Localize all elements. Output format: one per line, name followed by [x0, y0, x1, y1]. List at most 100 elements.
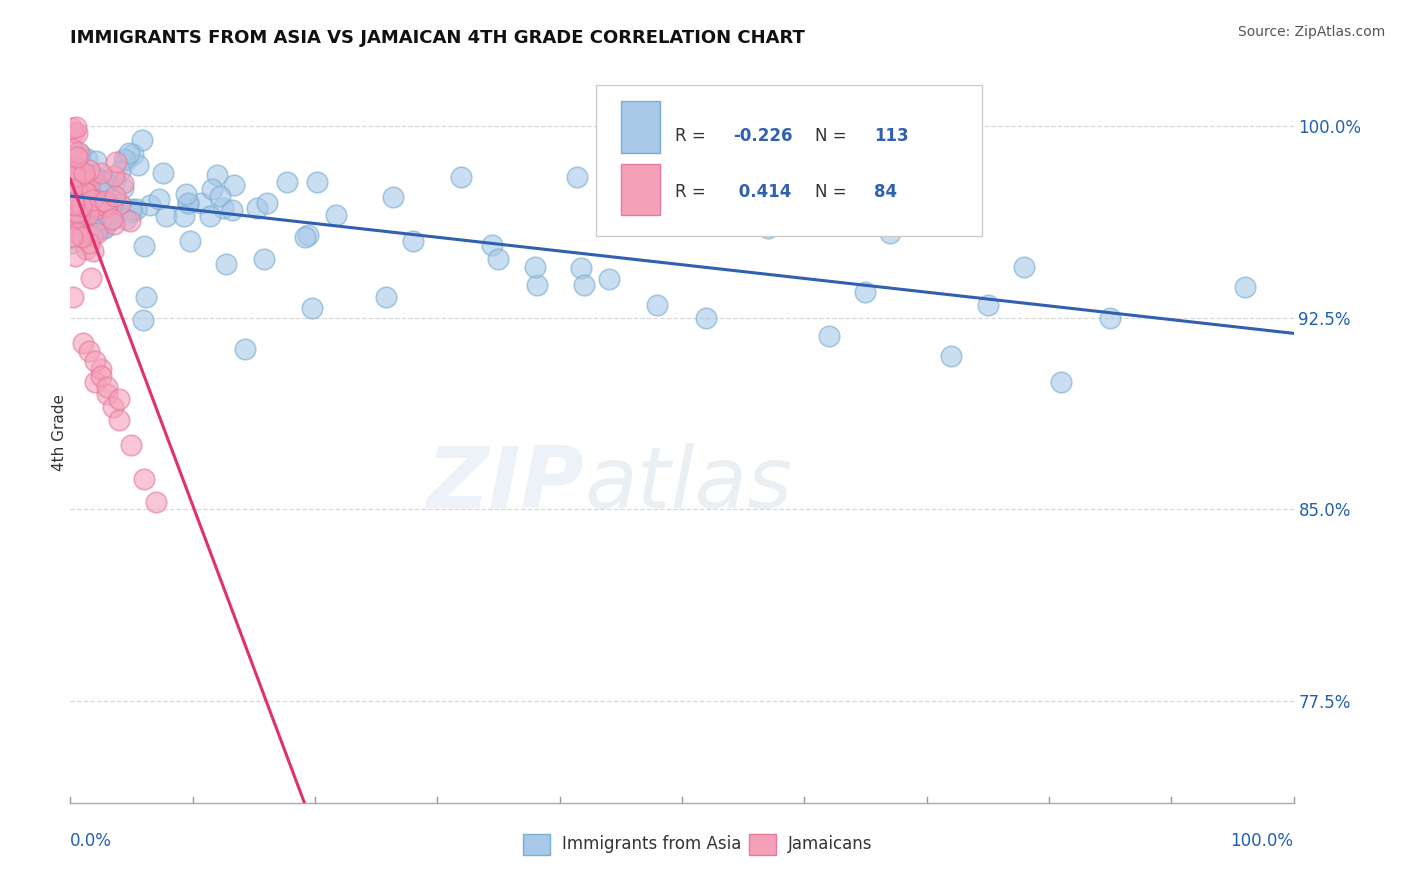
Point [145, 494, 167, 508]
Point [382, 190, 405, 204]
Point [62, 290, 84, 304]
Text: ZIP: ZIP [426, 443, 583, 526]
Point [86, 226, 108, 240]
Point [121, 205, 143, 219]
Point [67, 145, 90, 159]
Point [76, 207, 98, 221]
Point [117, 146, 139, 161]
Text: 0.414: 0.414 [734, 183, 792, 202]
Point [82, 227, 104, 242]
Text: 100.0%: 100.0% [1230, 832, 1294, 850]
Point [450, 170, 472, 185]
Point [60, 198, 83, 212]
Point [72, 170, 94, 185]
Point [104, 189, 127, 203]
Point [73, 166, 96, 180]
Point [63, 218, 86, 232]
Point [75, 198, 97, 212]
Point [647, 298, 669, 312]
Point [75, 202, 97, 217]
Point [69, 147, 91, 161]
Point [82, 208, 104, 222]
Bar [621, 102, 659, 153]
Point [224, 178, 246, 193]
Point [939, 349, 962, 363]
Text: Source: ZipAtlas.com: Source: ZipAtlas.com [1237, 25, 1385, 39]
Point [148, 192, 170, 206]
Point [79, 199, 101, 213]
Point [96, 379, 118, 393]
Y-axis label: 4th Grade: 4th Grade [52, 394, 66, 471]
Text: Immigrants from Asia: Immigrants from Asia [562, 835, 741, 854]
Point [76, 186, 98, 200]
Text: R =: R = [675, 127, 710, 145]
Point [96, 207, 118, 221]
Point [103, 217, 125, 231]
Point [120, 202, 142, 216]
Point [111, 180, 134, 194]
Point [135, 290, 157, 304]
Point [572, 277, 595, 292]
Point [69, 169, 91, 184]
Point [177, 196, 200, 211]
Point [70, 177, 93, 191]
Point [60, 182, 83, 196]
Point [66, 161, 89, 176]
Point [70, 182, 93, 196]
Point [76, 153, 98, 167]
Point [60, 186, 83, 200]
Point [62, 174, 84, 188]
Point [67, 209, 90, 223]
Point [94, 194, 117, 208]
Point [63, 213, 86, 227]
Point [72, 336, 94, 351]
Point [122, 147, 145, 161]
Point [101, 199, 124, 213]
Point [65, 120, 87, 135]
Point [73, 185, 96, 199]
Point [174, 186, 197, 201]
Text: Jamaicans: Jamaicans [789, 835, 873, 854]
Point [98, 214, 121, 228]
Point [82, 191, 104, 205]
Point [77, 169, 100, 183]
Point [63, 200, 86, 214]
Point [221, 203, 243, 218]
Point [67, 167, 90, 181]
Point [118, 214, 141, 228]
Point [82, 168, 104, 182]
Point [69, 206, 91, 220]
Point [526, 277, 548, 292]
Point [211, 201, 233, 215]
Point [60, 142, 83, 156]
Point [253, 252, 276, 266]
Point [209, 189, 232, 203]
Point [233, 342, 256, 356]
Point [173, 209, 195, 223]
Point [830, 120, 852, 134]
Point [294, 229, 316, 244]
Point [121, 438, 143, 452]
Point [402, 234, 425, 248]
Point [79, 235, 101, 250]
Point [325, 208, 347, 222]
Point [60, 236, 83, 251]
Point [176, 195, 198, 210]
Bar [523, 834, 550, 855]
Point [201, 181, 224, 195]
Point [75, 242, 97, 256]
Point [134, 239, 156, 253]
Point [132, 472, 155, 486]
Point [69, 199, 91, 213]
Point [139, 198, 162, 212]
Point [93, 220, 115, 235]
Point [103, 169, 125, 184]
Point [695, 310, 717, 325]
Point [205, 168, 228, 182]
Point [65, 194, 87, 209]
Point [104, 174, 127, 188]
Point [155, 209, 177, 223]
Point [1050, 375, 1073, 389]
Point [86, 222, 108, 236]
Point [101, 400, 124, 414]
